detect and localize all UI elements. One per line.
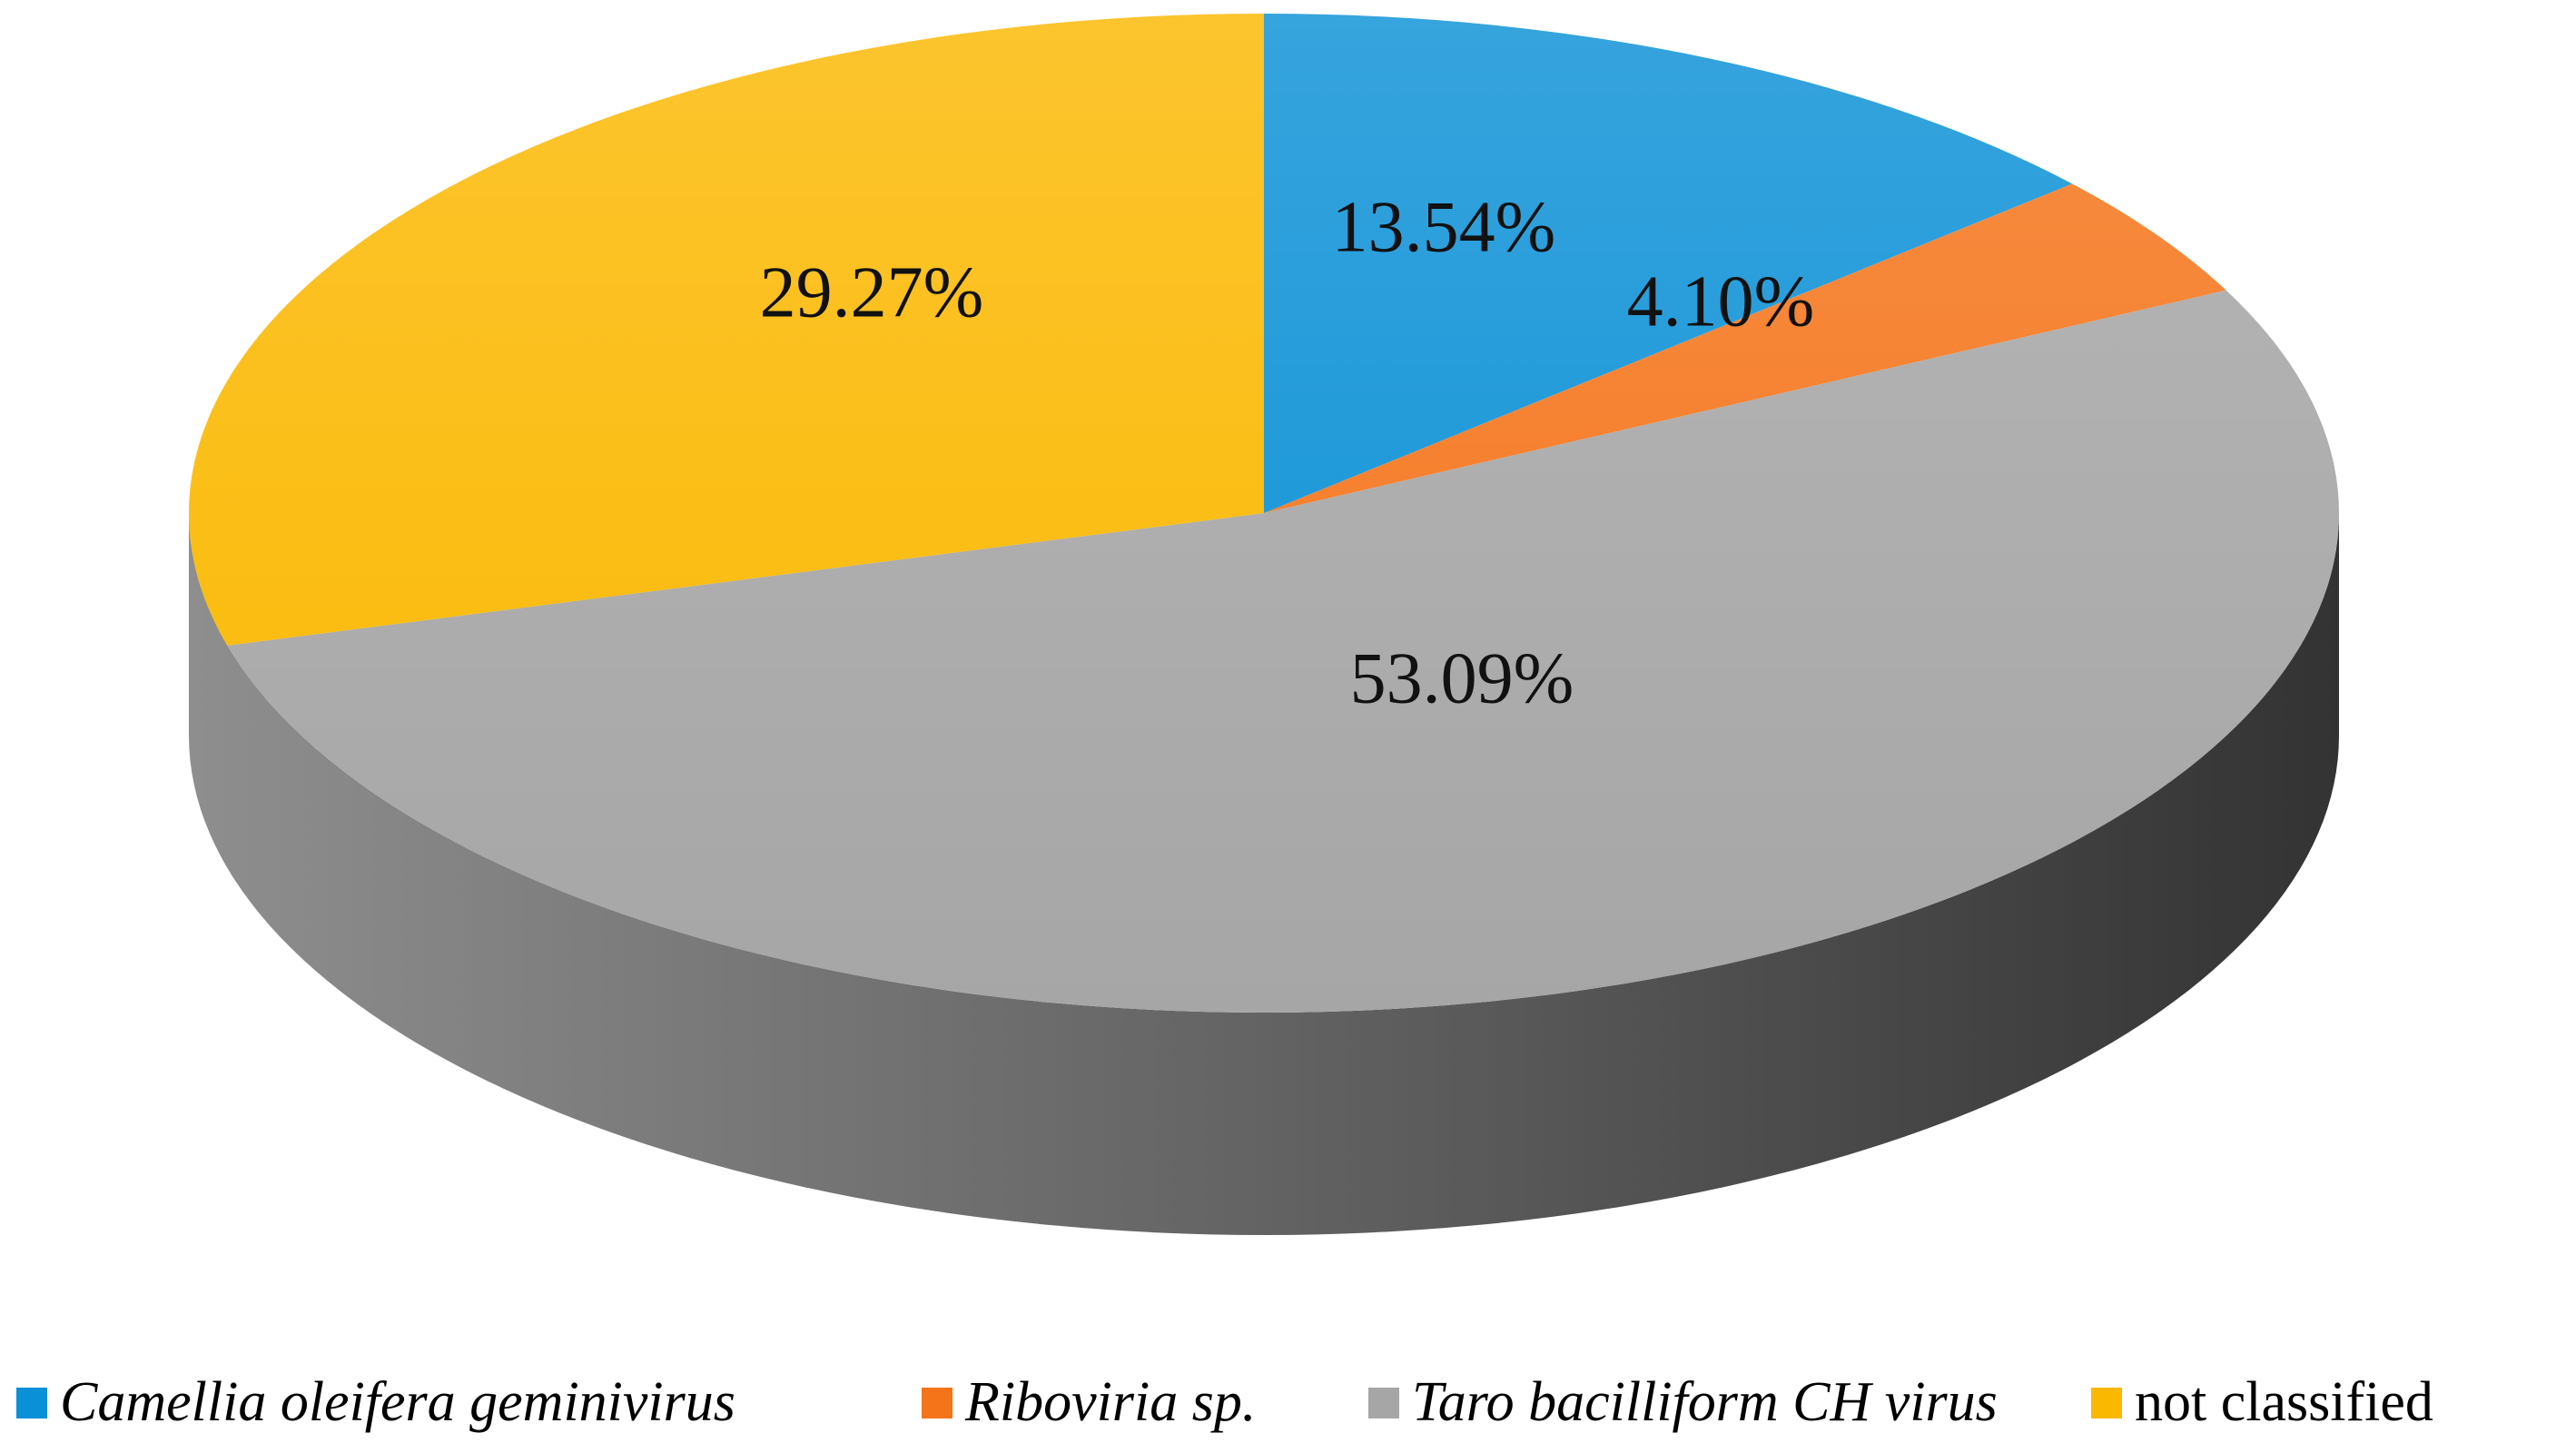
legend-label-2: Taro bacilliform CH virus (1412, 1371, 1998, 1433)
legend-item-2: Taro bacilliform CH virus (1368, 1371, 1998, 1433)
legend-swatch-1 (922, 1388, 952, 1418)
slice-label-1: 4.10% (1627, 262, 1815, 341)
slice-label-0: 13.54% (1332, 187, 1556, 267)
legend-item-0: Camellia oleifera geminivirus (16, 1371, 735, 1433)
legend-item-1: Riboviria sp. (922, 1371, 1256, 1433)
pie-side-wall (189, 513, 2339, 1235)
legend-swatch-3 (2091, 1388, 2122, 1418)
slice-label-2: 53.09% (1350, 638, 1574, 718)
pie-top-face (188, 14, 2339, 1013)
legend-item-3: not classified (2091, 1371, 2433, 1433)
legend-swatch-0 (16, 1388, 47, 1418)
legend-label-1: Riboviria sp. (964, 1371, 1256, 1433)
pie-top-highlight (189, 14, 2339, 1013)
legend-label-3: not classified (2135, 1371, 2433, 1433)
slice-labels: 13.54% 4.10% 53.09% 29.27% (760, 187, 1815, 718)
legend-swatch-2 (1368, 1388, 1399, 1418)
slice-label-3: 29.27% (760, 252, 984, 332)
legend-label-0: Camellia oleifera geminivirus (60, 1371, 735, 1433)
legend: Camellia oleifera geminivirus Riboviria s… (16, 1371, 2433, 1433)
pie-side-surface (189, 513, 2339, 1235)
